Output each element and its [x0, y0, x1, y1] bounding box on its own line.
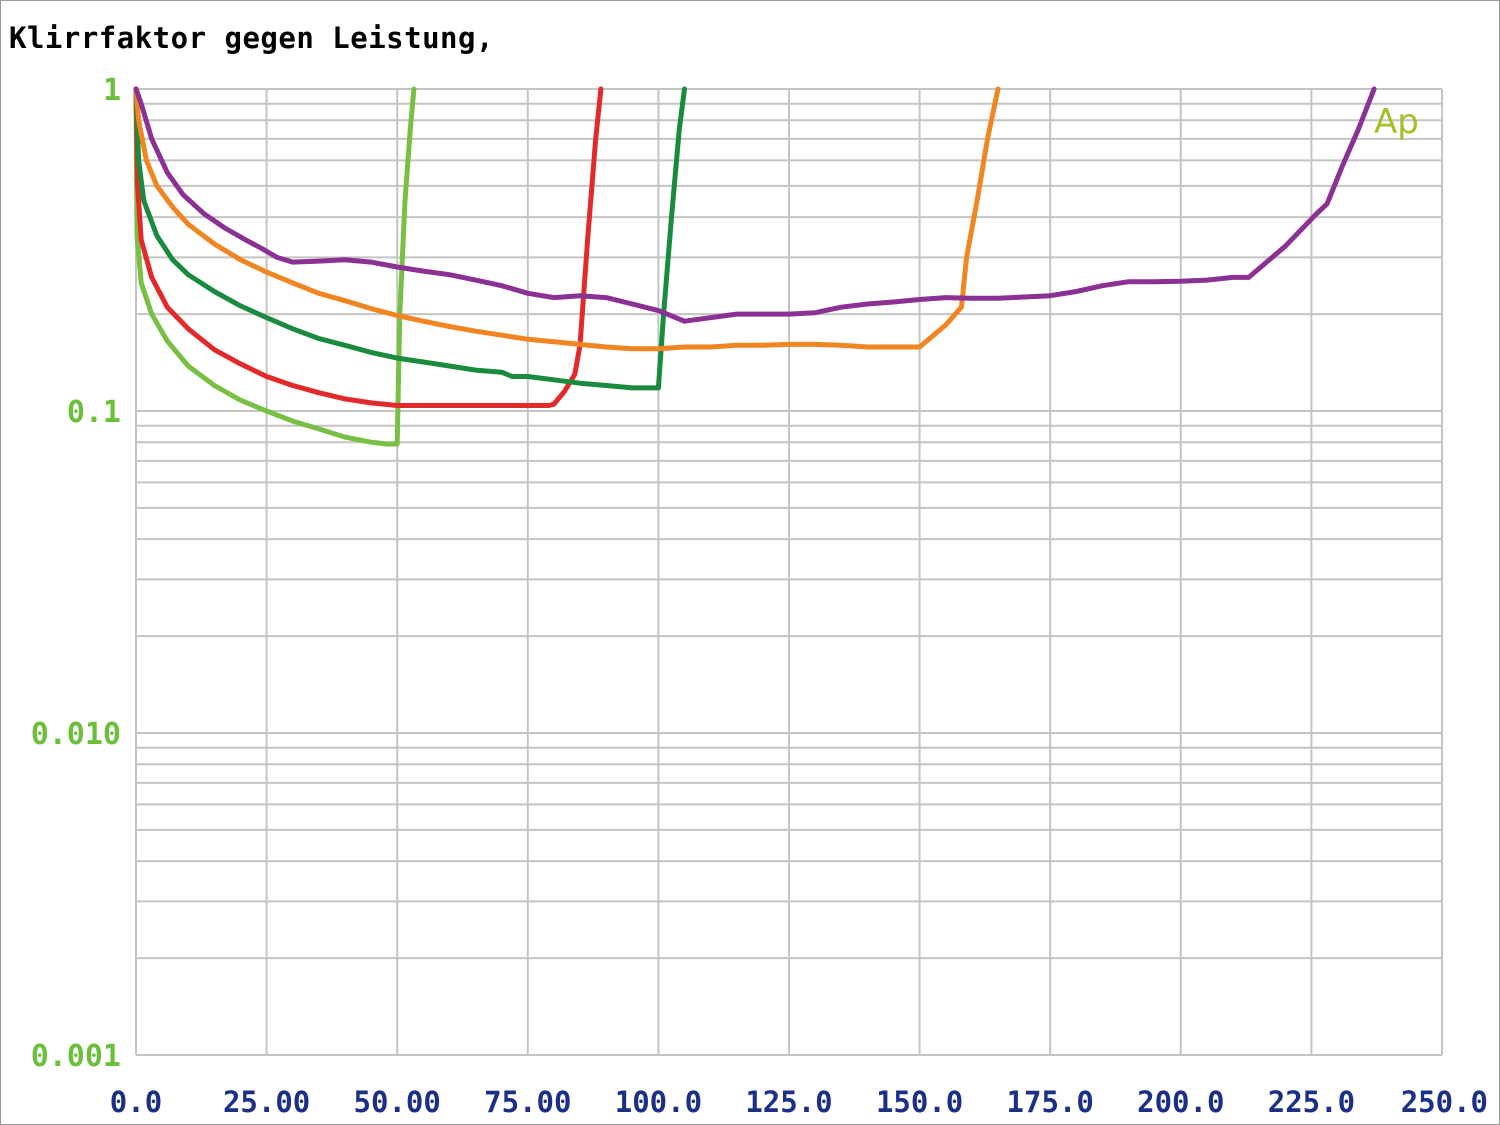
x-tick-label: 0.0	[110, 1085, 162, 1119]
x-tick-label: 250.0	[1401, 1085, 1488, 1119]
series-line-5	[133, 86, 1377, 324]
series-line-3	[133, 86, 687, 391]
y-tick-label: 0.1	[67, 395, 121, 430]
series-line-2	[133, 86, 604, 408]
x-tick-label: 100.0	[615, 1085, 702, 1119]
x-tick-label: 150.0	[876, 1085, 963, 1119]
x-axis-ticks: 0.0 25.00 50.00 75.00 100.0 125.0 150.0 175.0 20…	[110, 1085, 1488, 1119]
y-tick-label: 1	[103, 73, 121, 108]
y-axis-ticks: 1 0.1 0.010 0.001	[31, 73, 121, 1074]
y-tick-label: 0.010	[31, 717, 121, 752]
chart-grid	[135, 88, 1443, 1056]
x-tick-label: 50.00	[354, 1085, 441, 1119]
x-tick-label: 175.0	[1007, 1085, 1094, 1119]
chart-title: Klirrfaktor gegen Leistung,	[9, 21, 494, 55]
x-tick-label: 125.0	[745, 1085, 832, 1119]
series-line-4	[133, 86, 1001, 352]
y-tick-label: 0.001	[31, 1039, 121, 1074]
chart-series	[133, 86, 1377, 447]
x-tick-label: 25.00	[223, 1085, 310, 1119]
ap-logo: Ap	[1374, 102, 1419, 142]
x-tick-label: 75.00	[484, 1085, 571, 1119]
x-tick-label: 200.0	[1137, 1085, 1224, 1119]
x-tick-label: 225.0	[1268, 1085, 1355, 1119]
